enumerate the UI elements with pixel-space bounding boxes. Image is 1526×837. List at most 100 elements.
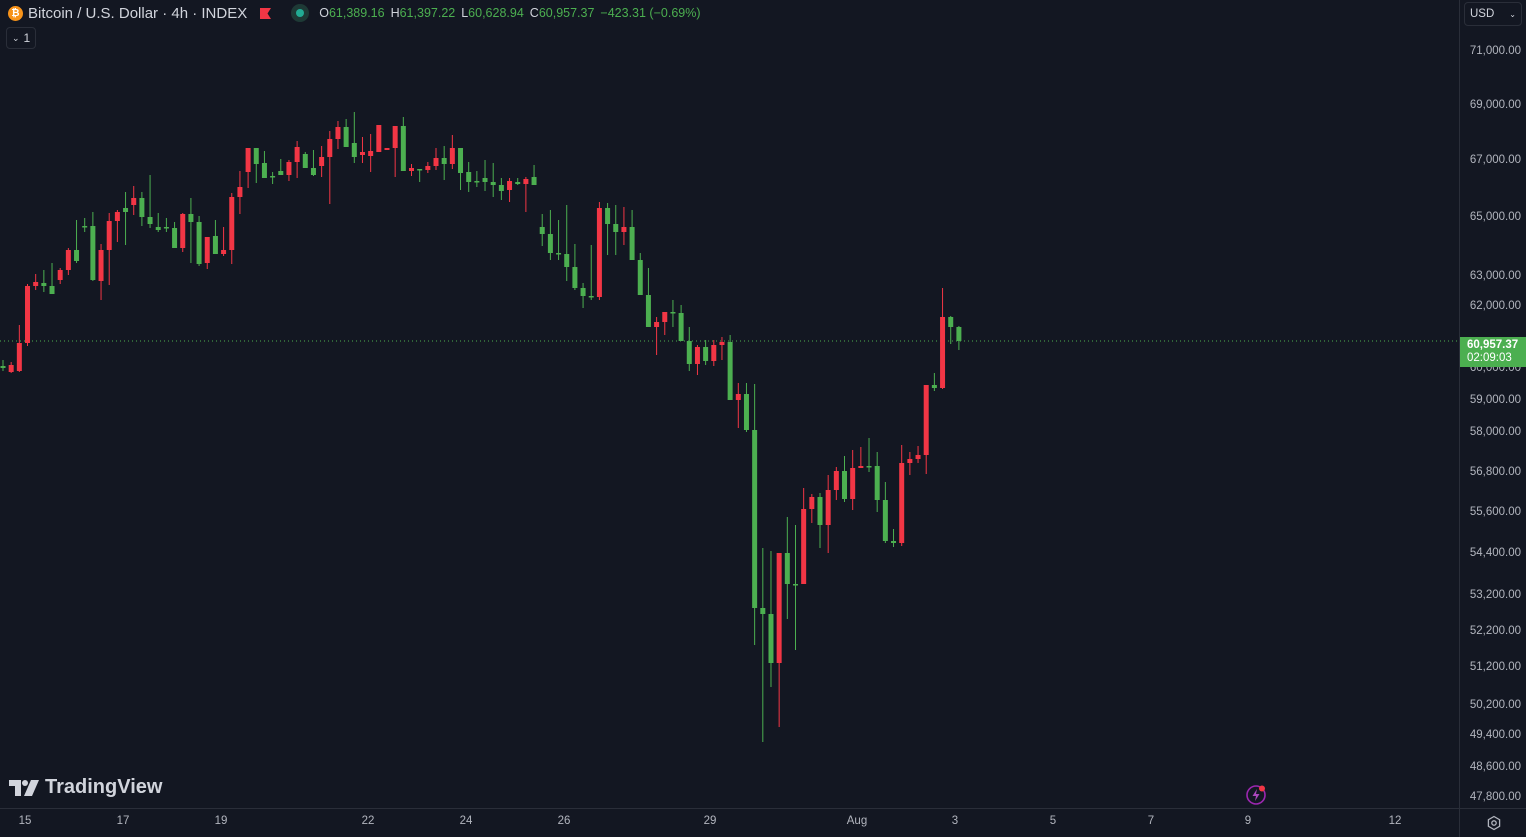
price-tick: 51,200.00 bbox=[1469, 661, 1521, 673]
time-axis[interactable]: 15 17 19 22 24 26 29 Aug 3 5 7 9 12 bbox=[0, 808, 1459, 837]
candle bbox=[645, 295, 651, 327]
candle bbox=[261, 163, 267, 178]
candle bbox=[498, 185, 504, 191]
candle bbox=[286, 162, 292, 175]
candle bbox=[278, 171, 284, 175]
candle bbox=[482, 178, 488, 182]
candle bbox=[874, 466, 880, 500]
settings-gear-icon bbox=[1487, 815, 1500, 831]
candle bbox=[891, 541, 897, 543]
candle bbox=[90, 226, 96, 280]
time-tick: 9 bbox=[1244, 815, 1252, 827]
price-axis[interactable]: USD ⌄ 71,000.00 69,000.00 67,000.00 65,000.… bbox=[1459, 0, 1526, 808]
collapse-indicators-button[interactable]: ⌄ 1 bbox=[6, 27, 37, 49]
candle bbox=[752, 430, 758, 608]
chart-settings-button[interactable] bbox=[1459, 808, 1526, 837]
candle bbox=[670, 312, 676, 314]
candle bbox=[16, 343, 22, 371]
candle bbox=[768, 614, 774, 663]
candle bbox=[384, 148, 390, 150]
candle bbox=[523, 179, 529, 184]
candle bbox=[637, 260, 643, 295]
price-tick: 62,000.00 bbox=[1469, 300, 1521, 312]
candle bbox=[539, 227, 545, 234]
price-tick: 56,800.00 bbox=[1469, 466, 1521, 478]
candle bbox=[123, 208, 129, 212]
candle bbox=[237, 187, 243, 197]
candle bbox=[253, 148, 259, 164]
candle bbox=[678, 313, 684, 341]
candle bbox=[319, 157, 325, 166]
candle bbox=[743, 394, 749, 430]
ohlc-values: O61,389.16 H61,397.22 L60,628.94 C60,957… bbox=[319, 6, 701, 20]
candle bbox=[458, 148, 464, 173]
candle bbox=[547, 234, 553, 253]
candle bbox=[572, 267, 578, 288]
close-value: 60,957.37 bbox=[538, 6, 595, 20]
time-tick: 5 bbox=[1049, 815, 1057, 827]
candle bbox=[425, 166, 431, 170]
candle bbox=[82, 226, 88, 228]
candle bbox=[359, 152, 365, 155]
candle bbox=[621, 227, 627, 232]
time-tick: 17 bbox=[116, 815, 130, 827]
candle bbox=[376, 125, 382, 152]
candle bbox=[310, 168, 316, 175]
candle bbox=[466, 172, 472, 182]
candle bbox=[833, 471, 839, 490]
price-tick: 52,200.00 bbox=[1469, 625, 1521, 637]
candle bbox=[172, 228, 178, 248]
indicator-count: 1 bbox=[23, 31, 31, 45]
candle bbox=[229, 197, 235, 250]
price-tick: 49,400.00 bbox=[1469, 729, 1521, 741]
time-tick: 3 bbox=[951, 815, 959, 827]
chart-plot-area[interactable]: ₿ Bitcoin / U.S. Dollar · 4h · INDEX O61… bbox=[0, 0, 1459, 808]
candle bbox=[392, 126, 398, 148]
candle bbox=[106, 221, 112, 250]
candle bbox=[842, 471, 848, 499]
candle bbox=[784, 553, 790, 584]
candle bbox=[735, 394, 741, 400]
candle bbox=[792, 584, 798, 586]
candle bbox=[776, 553, 782, 663]
candle bbox=[8, 365, 14, 372]
candle bbox=[139, 198, 145, 217]
candle bbox=[564, 254, 570, 267]
lightning-alert-icon[interactable] bbox=[1245, 784, 1267, 806]
candle bbox=[294, 147, 300, 162]
time-tick: 15 bbox=[18, 815, 32, 827]
candle bbox=[114, 212, 120, 221]
candle bbox=[817, 497, 823, 525]
candle bbox=[801, 509, 807, 584]
candle bbox=[605, 208, 611, 224]
currency-select[interactable]: USD ⌄ bbox=[1464, 2, 1522, 26]
candle bbox=[507, 181, 513, 190]
candle bbox=[302, 154, 308, 168]
price-tick: 48,600.00 bbox=[1469, 761, 1521, 773]
candle bbox=[98, 250, 104, 281]
candle bbox=[433, 158, 439, 166]
flag-icon[interactable] bbox=[260, 7, 272, 19]
time-tick: 19 bbox=[214, 815, 228, 827]
candle bbox=[335, 127, 341, 139]
price-tick: 65,000.00 bbox=[1469, 211, 1521, 223]
time-tick: Aug bbox=[846, 815, 868, 827]
candle bbox=[515, 182, 521, 184]
candle bbox=[0, 366, 6, 368]
candle bbox=[866, 466, 872, 468]
candle bbox=[221, 250, 227, 254]
symbol-title[interactable]: Bitcoin / U.S. Dollar · 4h · INDEX bbox=[28, 4, 248, 22]
candle bbox=[270, 176, 276, 178]
candle bbox=[629, 227, 635, 260]
symbol-legend: ₿ Bitcoin / U.S. Dollar · 4h · INDEX O61… bbox=[8, 4, 701, 22]
candle bbox=[948, 317, 954, 327]
candle bbox=[441, 158, 447, 164]
price-tick: 67,000.00 bbox=[1469, 154, 1521, 166]
market-open-dot-icon[interactable] bbox=[291, 4, 310, 22]
tradingview-logo[interactable]: TradingView bbox=[9, 776, 162, 799]
candle bbox=[956, 327, 962, 341]
price-tick: 59,000.00 bbox=[1469, 394, 1521, 406]
last-price-label: 60,957.37 02:09:03 bbox=[1460, 337, 1526, 367]
candle bbox=[147, 217, 153, 224]
candle bbox=[588, 296, 594, 298]
